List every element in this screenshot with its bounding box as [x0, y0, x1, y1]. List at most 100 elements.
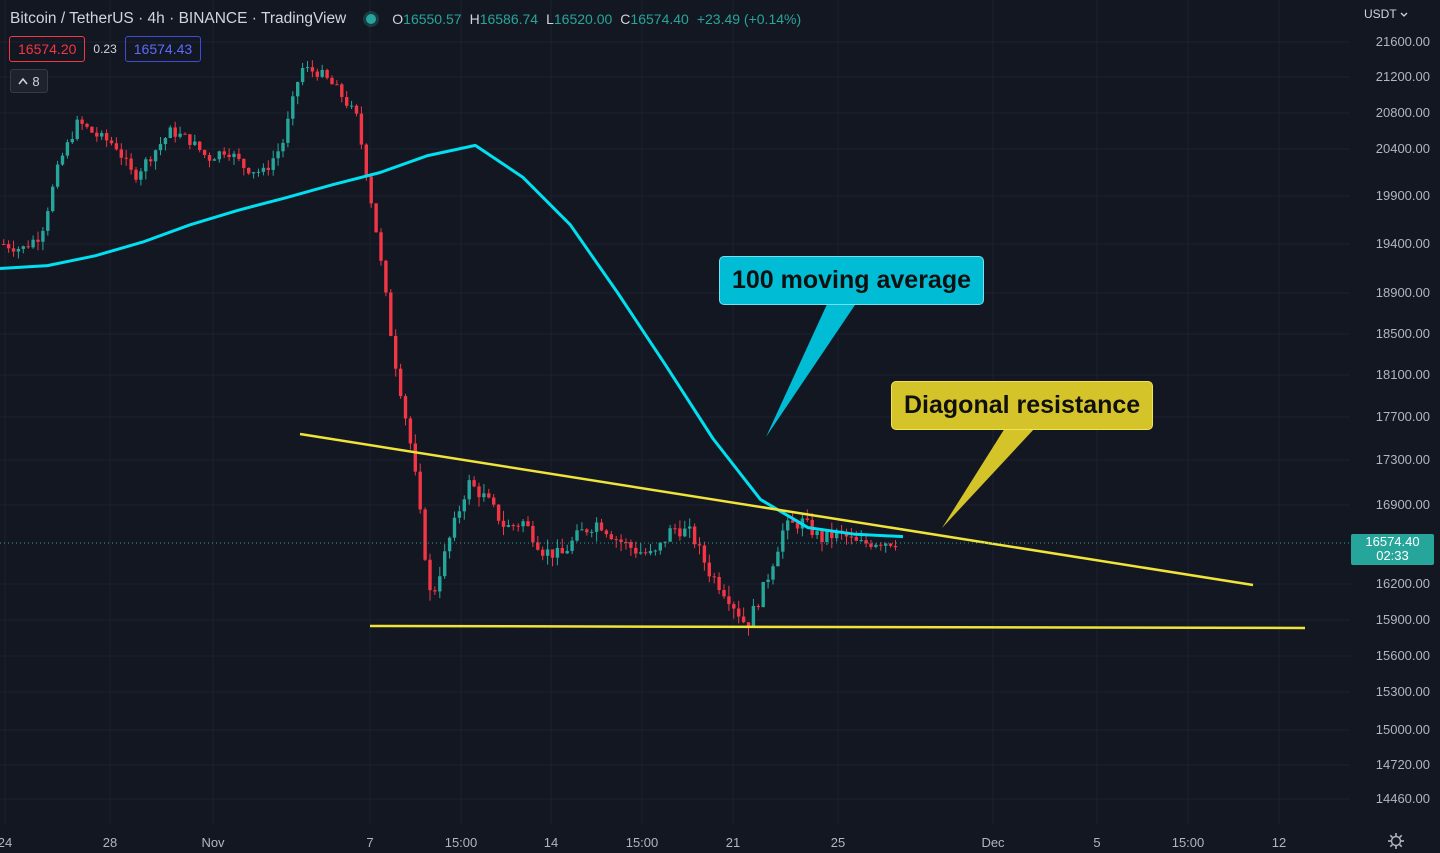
candle-down	[820, 531, 824, 542]
candle-down	[849, 536, 854, 538]
currency-selector[interactable]: USDT	[1364, 7, 1408, 21]
candle-up	[771, 566, 775, 580]
candle-down	[389, 292, 393, 336]
candle-up	[859, 540, 863, 542]
candle-down	[599, 522, 604, 531]
candle-down	[869, 543, 873, 547]
low-value: 16520.00	[553, 11, 613, 27]
candle-down	[6, 244, 11, 249]
resistance-callout-pointer	[942, 428, 1035, 528]
candle-up	[168, 127, 172, 139]
candle-down	[790, 520, 795, 523]
candle-up	[212, 159, 217, 161]
candle-up	[570, 540, 574, 551]
candle-up	[144, 159, 148, 172]
candle-up	[55, 164, 60, 187]
candle-up	[70, 139, 74, 143]
candle-down	[325, 69, 329, 78]
time-tick-label: 28	[102, 835, 118, 850]
candle-down	[403, 396, 408, 419]
sell-button[interactable]: 16574.20	[9, 36, 86, 62]
candle-up	[178, 133, 182, 137]
candle-down	[310, 67, 315, 72]
time-tick-label: 7	[366, 835, 374, 850]
candle-down	[109, 140, 114, 144]
candle-down	[418, 471, 422, 510]
candle-up	[232, 153, 236, 158]
ma-callout[interactable]: 100 moving average	[719, 256, 985, 305]
candle-down	[526, 521, 530, 526]
buy-button[interactable]: 16574.43	[124, 36, 202, 62]
candle-down	[732, 604, 736, 609]
candle-up	[320, 69, 324, 77]
candle-down	[369, 176, 373, 204]
close-value: 16574.40	[630, 11, 689, 27]
candle-down	[643, 552, 648, 554]
currency-label: USDT	[1364, 7, 1397, 21]
candle-up	[761, 582, 765, 608]
candle-up	[60, 155, 65, 165]
candle-down	[129, 158, 133, 170]
ma-callout-pointer	[766, 302, 857, 437]
candle-up	[521, 521, 525, 527]
candle-up	[766, 579, 770, 583]
candle-up	[251, 172, 256, 174]
candle-down	[11, 248, 16, 252]
candle-down	[585, 529, 589, 533]
candle-up	[776, 551, 780, 567]
time-tick-label: 24	[0, 835, 13, 850]
candle-up	[443, 551, 447, 577]
gear-icon[interactable]	[1386, 831, 1406, 851]
candle-up	[153, 150, 158, 162]
candle-down	[756, 605, 760, 608]
price-tick-label: 17300.00	[1375, 452, 1430, 467]
price-tick-label: 19400.00	[1375, 236, 1430, 251]
candle-down	[26, 246, 30, 248]
trade-panel: 16574.20 0.23 16574.43	[9, 36, 202, 62]
market-status-icon	[366, 14, 377, 24]
symbol-title[interactable]: Bitcoin / TetherUS · 4h · BINANCE · Trad…	[10, 10, 347, 27]
candle-down	[359, 113, 364, 145]
candle-down	[501, 520, 506, 527]
candle-down	[692, 526, 697, 545]
candle-up	[41, 230, 45, 242]
candle-down	[697, 544, 702, 546]
candle-down	[80, 119, 84, 124]
candle-down	[678, 528, 682, 537]
resistance-callout[interactable]: Diagonal resistance	[891, 381, 1154, 430]
time-tick-label: 15:00	[1171, 835, 1205, 850]
candle-down	[722, 590, 726, 597]
candle-up	[565, 550, 569, 554]
candle-down	[472, 480, 476, 487]
candle-up	[653, 550, 658, 552]
price-tick-label: 17700.00	[1375, 409, 1430, 424]
price-tick-label: 14460.00	[1375, 791, 1430, 806]
candle-up	[291, 96, 295, 119]
candle-down	[727, 596, 731, 605]
candle-down	[477, 486, 481, 498]
candle-down	[266, 167, 270, 170]
candle-up	[751, 605, 756, 628]
candle-up	[281, 142, 285, 152]
candle-down	[893, 545, 898, 548]
candle-down	[717, 576, 721, 591]
candle-down	[173, 127, 177, 137]
candle-up	[300, 68, 305, 83]
candle-down	[36, 239, 40, 242]
indicators-toggle-button[interactable]: 8	[10, 69, 48, 93]
price-tick-label: 21600.00	[1375, 34, 1430, 49]
diagonal-resistance-line	[299, 432, 1254, 587]
candle-down	[741, 616, 746, 623]
time-tick-label: 21	[725, 835, 741, 850]
candle-down	[624, 542, 628, 544]
candle-down	[335, 84, 339, 86]
candle-down	[188, 134, 192, 145]
candle-down	[609, 534, 613, 540]
time-tick-label: 14	[543, 835, 559, 850]
candle-up	[462, 499, 466, 512]
ohlc-legend: O16550.57 H16586.74 L16520.00 C16574.40 …	[392, 11, 801, 27]
candle-down	[423, 509, 427, 560]
low-label: L	[546, 11, 554, 27]
change-value: +23.49 (+0.14%)	[696, 11, 802, 27]
